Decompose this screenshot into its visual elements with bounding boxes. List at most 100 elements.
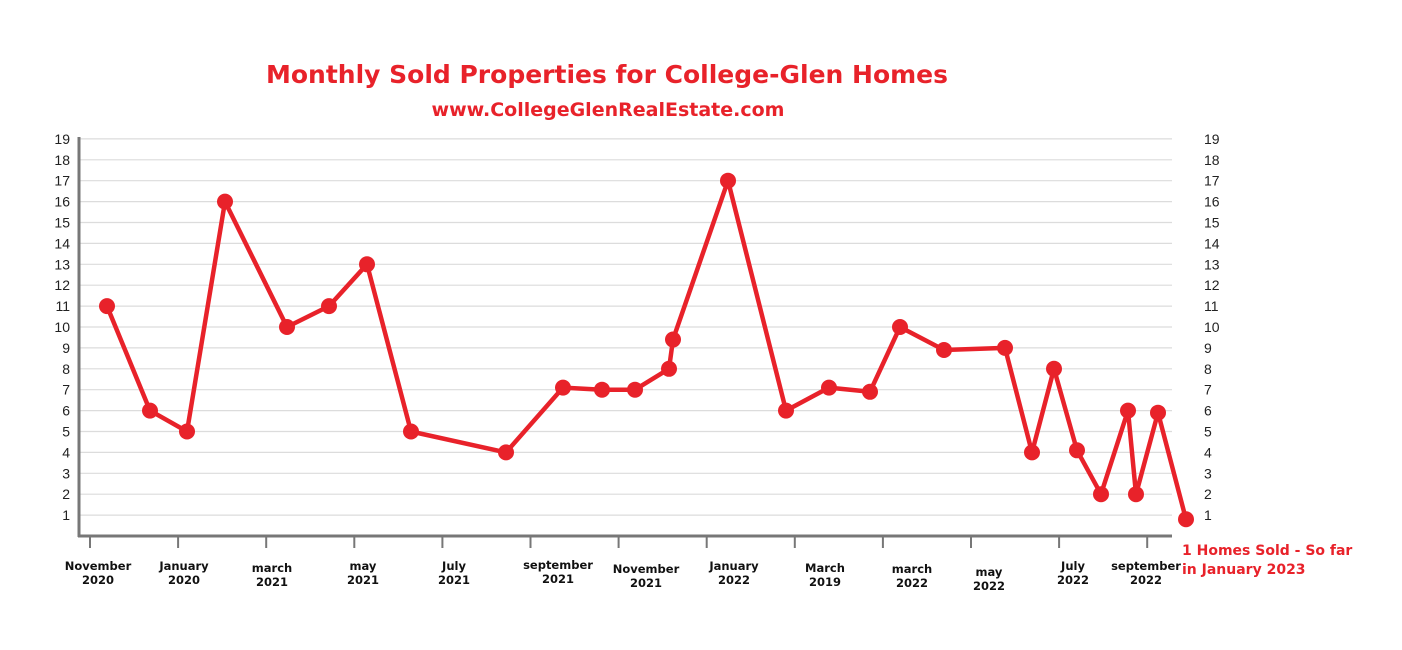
y-tick-label-left: 12 (54, 277, 70, 293)
annotation-line-2: in January 2023 (1182, 562, 1306, 578)
x-tick-label-year: 2021 (542, 572, 574, 586)
data-point (665, 331, 681, 348)
data-point (142, 402, 158, 419)
y-tick-label-right: 10 (1204, 319, 1220, 335)
x-tick-label-year: 2020 (82, 573, 114, 587)
x-tick-label-month: November (65, 559, 132, 573)
x-tick-label-year: 2022 (1130, 573, 1162, 587)
x-tick-label-month: July (1060, 559, 1085, 573)
y-tick-label-left: 14 (54, 235, 70, 251)
data-point (1120, 402, 1136, 419)
y-tick-label-left: 15 (54, 215, 70, 231)
x-tick-label-year: 2019 (809, 575, 841, 589)
y-tick-label-right: 9 (1204, 340, 1212, 356)
x-tick-label-year: 2022 (896, 576, 928, 590)
annotation-line-1: 1 Homes Sold - So far (1182, 543, 1352, 559)
y-tick-label-right: 17 (1204, 173, 1220, 189)
x-axis-ticks (89, 536, 1149, 548)
x-tick-label-year: 2021 (630, 576, 662, 590)
data-point (359, 256, 375, 273)
data-points (99, 172, 1194, 528)
y-tick-label-left: 6 (62, 403, 70, 419)
chart-subtitle: www.CollegeGlenRealEstate.com (432, 99, 785, 121)
y-tick-label-right: 8 (1204, 361, 1212, 377)
x-tick-label-year: 2022 (718, 573, 750, 587)
x-tick-label-month: March (805, 561, 845, 575)
data-point (821, 379, 837, 396)
y-tick-label-right: 14 (1204, 235, 1220, 251)
y-tick-label-right: 12 (1204, 277, 1220, 293)
x-tick-label-month: January (708, 559, 759, 573)
y-tick-label-right: 19 (1204, 131, 1220, 147)
data-point (1046, 360, 1062, 377)
data-point (403, 423, 419, 440)
y-tick-label-left: 19 (54, 131, 70, 147)
data-point (498, 444, 514, 461)
x-tick-label-month: July (441, 559, 466, 573)
y-tick-label-left: 5 (62, 424, 70, 440)
y-tick-label-left: 2 (62, 486, 70, 502)
data-point (720, 172, 736, 189)
series-line (104, 178, 1189, 520)
data-point (778, 402, 794, 419)
x-tick-label-year: 2021 (438, 573, 470, 587)
y-tick-label-right: 16 (1204, 194, 1220, 210)
data-point (594, 381, 610, 398)
y-tick-label-right: 7 (1204, 382, 1212, 398)
y-tick-label-right: 11 (1204, 298, 1219, 314)
x-tick-label-month: march (252, 561, 292, 575)
x-tick-label-month: september (523, 558, 593, 572)
data-point (997, 339, 1013, 356)
x-tick-label-year: 2021 (347, 573, 379, 587)
x-tick-label-month: may (976, 565, 1003, 579)
data-point (217, 193, 233, 210)
data-point (1128, 486, 1144, 503)
data-point (892, 319, 908, 335)
x-tick-label-year: 2021 (256, 575, 288, 589)
data-point (1024, 444, 1040, 461)
data-point (1178, 511, 1194, 528)
y-tick-label-left: 9 (62, 340, 70, 356)
y-tick-label-left: 18 (54, 152, 70, 168)
y-tick-label-left: 7 (62, 382, 70, 398)
y-tick-label-left: 10 (54, 319, 70, 335)
data-point (936, 341, 952, 358)
x-tick-label-month: september (1111, 559, 1181, 573)
data-point (661, 360, 677, 377)
data-point (1093, 486, 1109, 503)
data-point (279, 319, 295, 335)
x-tick-label-month: November (613, 562, 680, 576)
y-tick-label-left: 17 (54, 173, 70, 189)
x-tick-label-month: march (892, 562, 932, 576)
x-tick-label-year: 2020 (168, 573, 200, 587)
y-tick-label-right: 1 (1204, 507, 1212, 523)
x-tick-label-year: 2022 (1057, 573, 1089, 587)
data-point (179, 423, 195, 440)
data-point (627, 381, 643, 398)
y-tick-label-right: 6 (1204, 403, 1212, 419)
chart-title: Monthly Sold Properties for College-Glen… (266, 60, 948, 89)
y-tick-label-left: 11 (55, 298, 70, 314)
data-point (1069, 442, 1085, 459)
data-point (1150, 404, 1166, 421)
x-tick-label-year: 2022 (973, 579, 1005, 593)
x-tick-label-month: may (350, 559, 377, 573)
y-tick-label-right: 3 (1204, 465, 1212, 481)
data-point (555, 379, 571, 396)
y-tick-label-left: 4 (62, 444, 70, 460)
y-tick-label-left: 3 (62, 465, 70, 481)
y-tick-label-right: 15 (1204, 215, 1220, 231)
y-tick-label-right: 18 (1204, 152, 1220, 168)
y-tick-label-left: 16 (54, 194, 70, 210)
y-tick-label-right: 2 (1204, 486, 1212, 502)
gridlines (80, 138, 1172, 516)
x-tick-label-month: January (158, 559, 209, 573)
data-point (862, 383, 878, 400)
y-tick-label-right: 5 (1204, 424, 1212, 440)
y-tick-label-right: 13 (1204, 256, 1220, 272)
x-axis-labels: November2020January2020march2021may2021J… (65, 558, 1182, 593)
y-tick-label-left: 1 (62, 507, 70, 523)
data-point (99, 298, 115, 315)
